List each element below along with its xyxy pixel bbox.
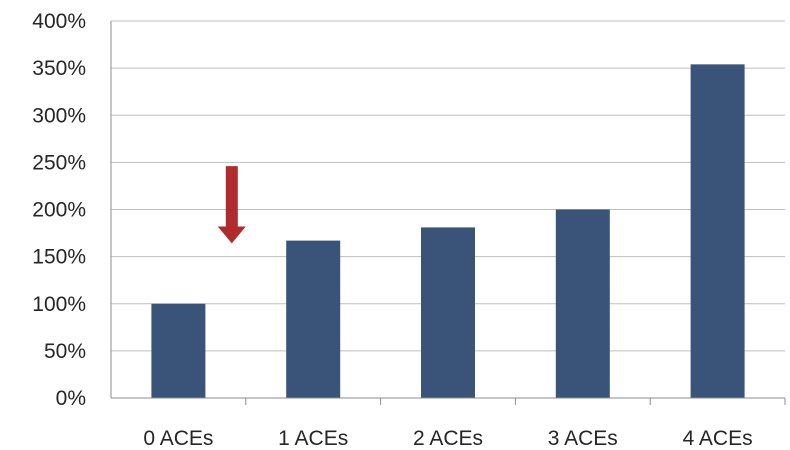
x-category-label: 3 ACEs [548,427,618,450]
y-tick-label: 50% [44,340,86,363]
y-axis-tick-labels: 0% 50% 100% 150% 200% 250% 300% 350% 400% [32,10,86,410]
bar [421,227,475,398]
x-category-label: 0 ACEs [143,427,213,450]
annotation-layer [217,166,246,244]
y-tick-label: 100% [32,293,86,316]
bar [555,209,610,398]
x-category-label: 4 ACEs [683,427,753,450]
bar [151,303,206,398]
axes [110,21,786,405]
y-tick-label: 0% [56,387,86,410]
y-tick-label: 400% [32,10,86,33]
y-tick-label: 250% [32,151,86,174]
y-tick-label: 300% [32,104,86,127]
x-category-label: 2 ACEs [413,427,483,450]
y-tick-label: 200% [32,199,86,222]
down-arrow-icon [217,166,246,244]
x-category-label: 1 ACEs [278,427,348,450]
x-axis-category-labels: 0 ACEs 1 ACEs 2 ACEs 3 ACEs 4 ACEs [143,427,752,450]
bars [151,64,745,398]
y-tick-label: 350% [32,57,86,80]
bar [690,64,745,398]
y-tick-label: 150% [32,246,86,269]
bar [286,240,341,398]
